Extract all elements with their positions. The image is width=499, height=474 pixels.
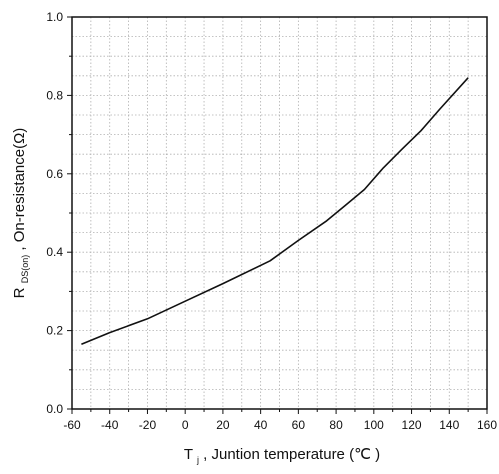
series	[81, 77, 469, 346]
x-axis-subscript: j	[196, 455, 199, 465]
y-tick-label: 0.8	[46, 88, 63, 102]
x-tick-label: 40	[254, 418, 268, 432]
x-tick-label: 80	[329, 418, 343, 432]
x-tick-label: -20	[139, 418, 157, 432]
x-tick-label: -60	[63, 418, 81, 432]
x-tick-label: 100	[364, 418, 384, 432]
grid	[72, 17, 487, 409]
y-tick-label: 0.0	[46, 402, 63, 416]
x-tick-label: 160	[477, 418, 497, 432]
ticks	[67, 16, 488, 414]
x-axis-title: T j , Juntion temperature (℃ )	[184, 446, 380, 467]
y-tick-label: 0.2	[46, 324, 63, 338]
y-axis-title: R DS(on) , On-resistance(Ω)	[11, 128, 32, 299]
x-tick-label: 60	[292, 418, 306, 432]
y-tick-label: 0.6	[46, 167, 63, 181]
y-axis-symbol: R	[11, 287, 28, 298]
series-line	[81, 77, 469, 346]
x-tick-label: 120	[402, 418, 422, 432]
x-tick-label: -40	[101, 418, 119, 432]
x-axis-symbol: T	[184, 446, 193, 463]
tick-labels: -60 -40 -20 0 20 40 60 80 100 120 140 160 0.0 0.2 0.4 0…	[46, 10, 497, 432]
y-tick-label: 0.4	[46, 245, 63, 259]
x-axis-text: , Juntion temperature (℃ )	[203, 446, 380, 463]
y-tick-label: 1.0	[46, 10, 63, 24]
x-tick-label: 140	[439, 418, 459, 432]
y-axis-text: , On-resistance(Ω)	[11, 128, 28, 251]
x-tick-label: 20	[216, 418, 230, 432]
x-tick-label: 0	[182, 418, 189, 432]
y-axis-subscript: DS(on)	[20, 255, 30, 284]
